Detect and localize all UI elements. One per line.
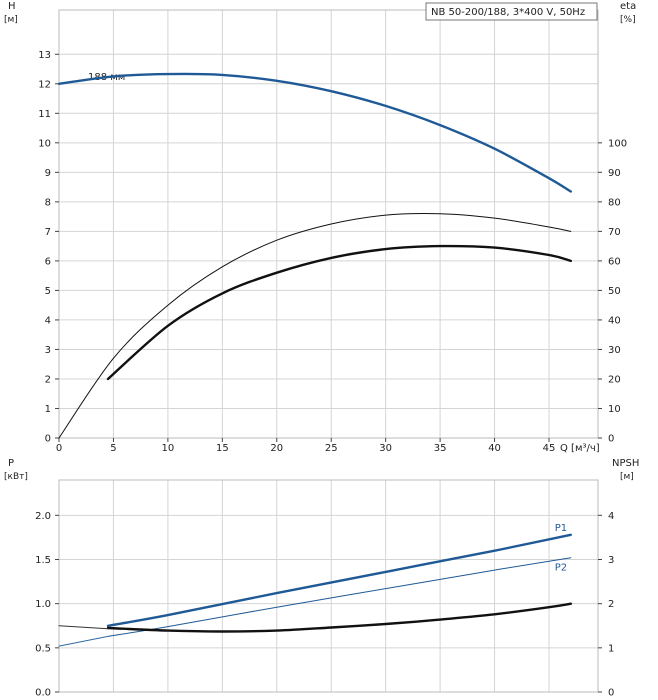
x-tick-label: 30 bbox=[379, 443, 392, 454]
flow-axis-ticks: 0 5 10 15 20 25 30 35 40 45 bbox=[56, 438, 556, 454]
axis-tick-label: 1.5 bbox=[35, 555, 51, 566]
power-p2-curve bbox=[107, 557, 572, 637]
axis-tick-label: 13 bbox=[38, 50, 51, 61]
x-tick-label: 0 bbox=[56, 443, 62, 454]
axis-tick-label: 2 bbox=[608, 599, 614, 610]
x-tick-label: 10 bbox=[162, 443, 175, 454]
npsh-axis-label: NPSH bbox=[612, 458, 639, 469]
axis-tick-label: 60 bbox=[608, 256, 621, 267]
efficiency-curve-thin bbox=[58, 212, 572, 439]
axis-tick-label: 3 bbox=[45, 345, 51, 356]
efficiency-axis-unit: [%] bbox=[620, 15, 636, 25]
npsh-extension bbox=[58, 625, 109, 630]
flow-axis-label: Q [м³/ч] bbox=[560, 443, 600, 454]
x-tick-label: 15 bbox=[216, 443, 229, 454]
power-p2-extension bbox=[58, 635, 109, 647]
axis-tick-label: 50 bbox=[608, 286, 621, 297]
axis-tick-label: 2 bbox=[45, 374, 51, 385]
axis-tick-label: 10 bbox=[38, 138, 51, 149]
axis-tick-label: 100 bbox=[608, 138, 627, 149]
efficiency-axis-ticks: 0 10 20 30 40 50 60 70 80 90 100 bbox=[598, 138, 627, 445]
x-tick-label: 25 bbox=[325, 443, 338, 454]
axis-tick-label: 1 bbox=[608, 643, 614, 654]
head-curve bbox=[57, 72, 572, 193]
axis-tick-label: 7 bbox=[45, 227, 51, 238]
axis-tick-label: 3 bbox=[608, 555, 614, 566]
power-npsh-grid bbox=[59, 480, 598, 692]
power-p1-curve bbox=[106, 533, 572, 627]
pump-title-box bbox=[425, 2, 598, 21]
axis-tick-label: 2.0 bbox=[35, 511, 51, 522]
axis-tick-label: 40 bbox=[608, 315, 621, 326]
x-tick-label: 45 bbox=[543, 443, 556, 454]
axis-tick-label: 80 bbox=[608, 197, 621, 208]
axis-tick-label: 1 bbox=[45, 404, 51, 415]
axis-tick-label: 70 bbox=[608, 227, 621, 238]
power-npsh-chart: P [кВт] NPSH [м] 0.0 0.5 1.0 1.5 2.0 0 1 2 3 4 P… bbox=[4, 458, 639, 699]
efficiency-axis-label: eta bbox=[620, 1, 636, 12]
axis-tick-label: 20 bbox=[608, 374, 621, 385]
axis-tick-label: 8 bbox=[45, 197, 51, 208]
axis-tick-label: 11 bbox=[38, 109, 51, 120]
power-axis-label: P bbox=[8, 458, 14, 469]
axis-tick-label: 4 bbox=[45, 315, 51, 326]
x-tick-label: 40 bbox=[488, 443, 501, 454]
axis-tick-label: 5 bbox=[45, 286, 51, 297]
head-axis-unit: [м] bbox=[4, 15, 18, 25]
x-tick-label: 20 bbox=[270, 443, 283, 454]
axis-tick-label: 90 bbox=[608, 168, 621, 179]
axis-tick-label: 6 bbox=[45, 256, 51, 267]
axis-tick-label: 1.0 bbox=[35, 599, 51, 610]
npsh-axis-unit: [м] bbox=[620, 472, 634, 482]
axis-tick-label: 0.0 bbox=[35, 688, 51, 699]
head-axis-label: H bbox=[8, 1, 16, 12]
pump-title: NB 50-200/188, 3*400 V, 50Hz bbox=[431, 7, 585, 18]
axis-tick-label: 0 bbox=[608, 688, 614, 699]
axis-tick-label: 4 bbox=[608, 511, 614, 522]
head-efficiency-grid bbox=[59, 10, 598, 438]
axis-tick-label: 0.5 bbox=[35, 643, 51, 654]
x-tick-label: 35 bbox=[434, 443, 447, 454]
axis-tick-label: 0 bbox=[608, 434, 614, 445]
axis-tick-label: 9 bbox=[45, 168, 51, 179]
axis-tick-label: 12 bbox=[38, 79, 51, 90]
power-axis-ticks: 0.0 0.5 1.0 1.5 2.0 bbox=[35, 511, 59, 699]
head-efficiency-plot-frame bbox=[58, 9, 599, 439]
axis-tick-label: 0 bbox=[45, 434, 51, 445]
x-tick-label: 5 bbox=[110, 443, 116, 454]
npsh-axis-ticks: 0 1 2 3 4 bbox=[598, 511, 614, 699]
head-efficiency-chart: H [м] eta [%] NB 50-200/188, 3*400 V, 50… bbox=[4, 1, 636, 454]
power-npsh-plot-frame bbox=[58, 479, 599, 693]
series-label-p2: P2 bbox=[555, 563, 567, 574]
efficiency-curve-thick bbox=[106, 244, 572, 381]
axis-tick-label: 30 bbox=[608, 345, 621, 356]
power-npsh-curves: P1 P2 bbox=[58, 523, 572, 647]
npsh-curve bbox=[106, 602, 572, 633]
power-axis-unit: [кВт] bbox=[4, 472, 28, 482]
series-label-p1: P1 bbox=[555, 523, 567, 534]
head-efficiency-curves bbox=[57, 72, 572, 439]
axis-tick-label: 10 bbox=[608, 404, 621, 415]
